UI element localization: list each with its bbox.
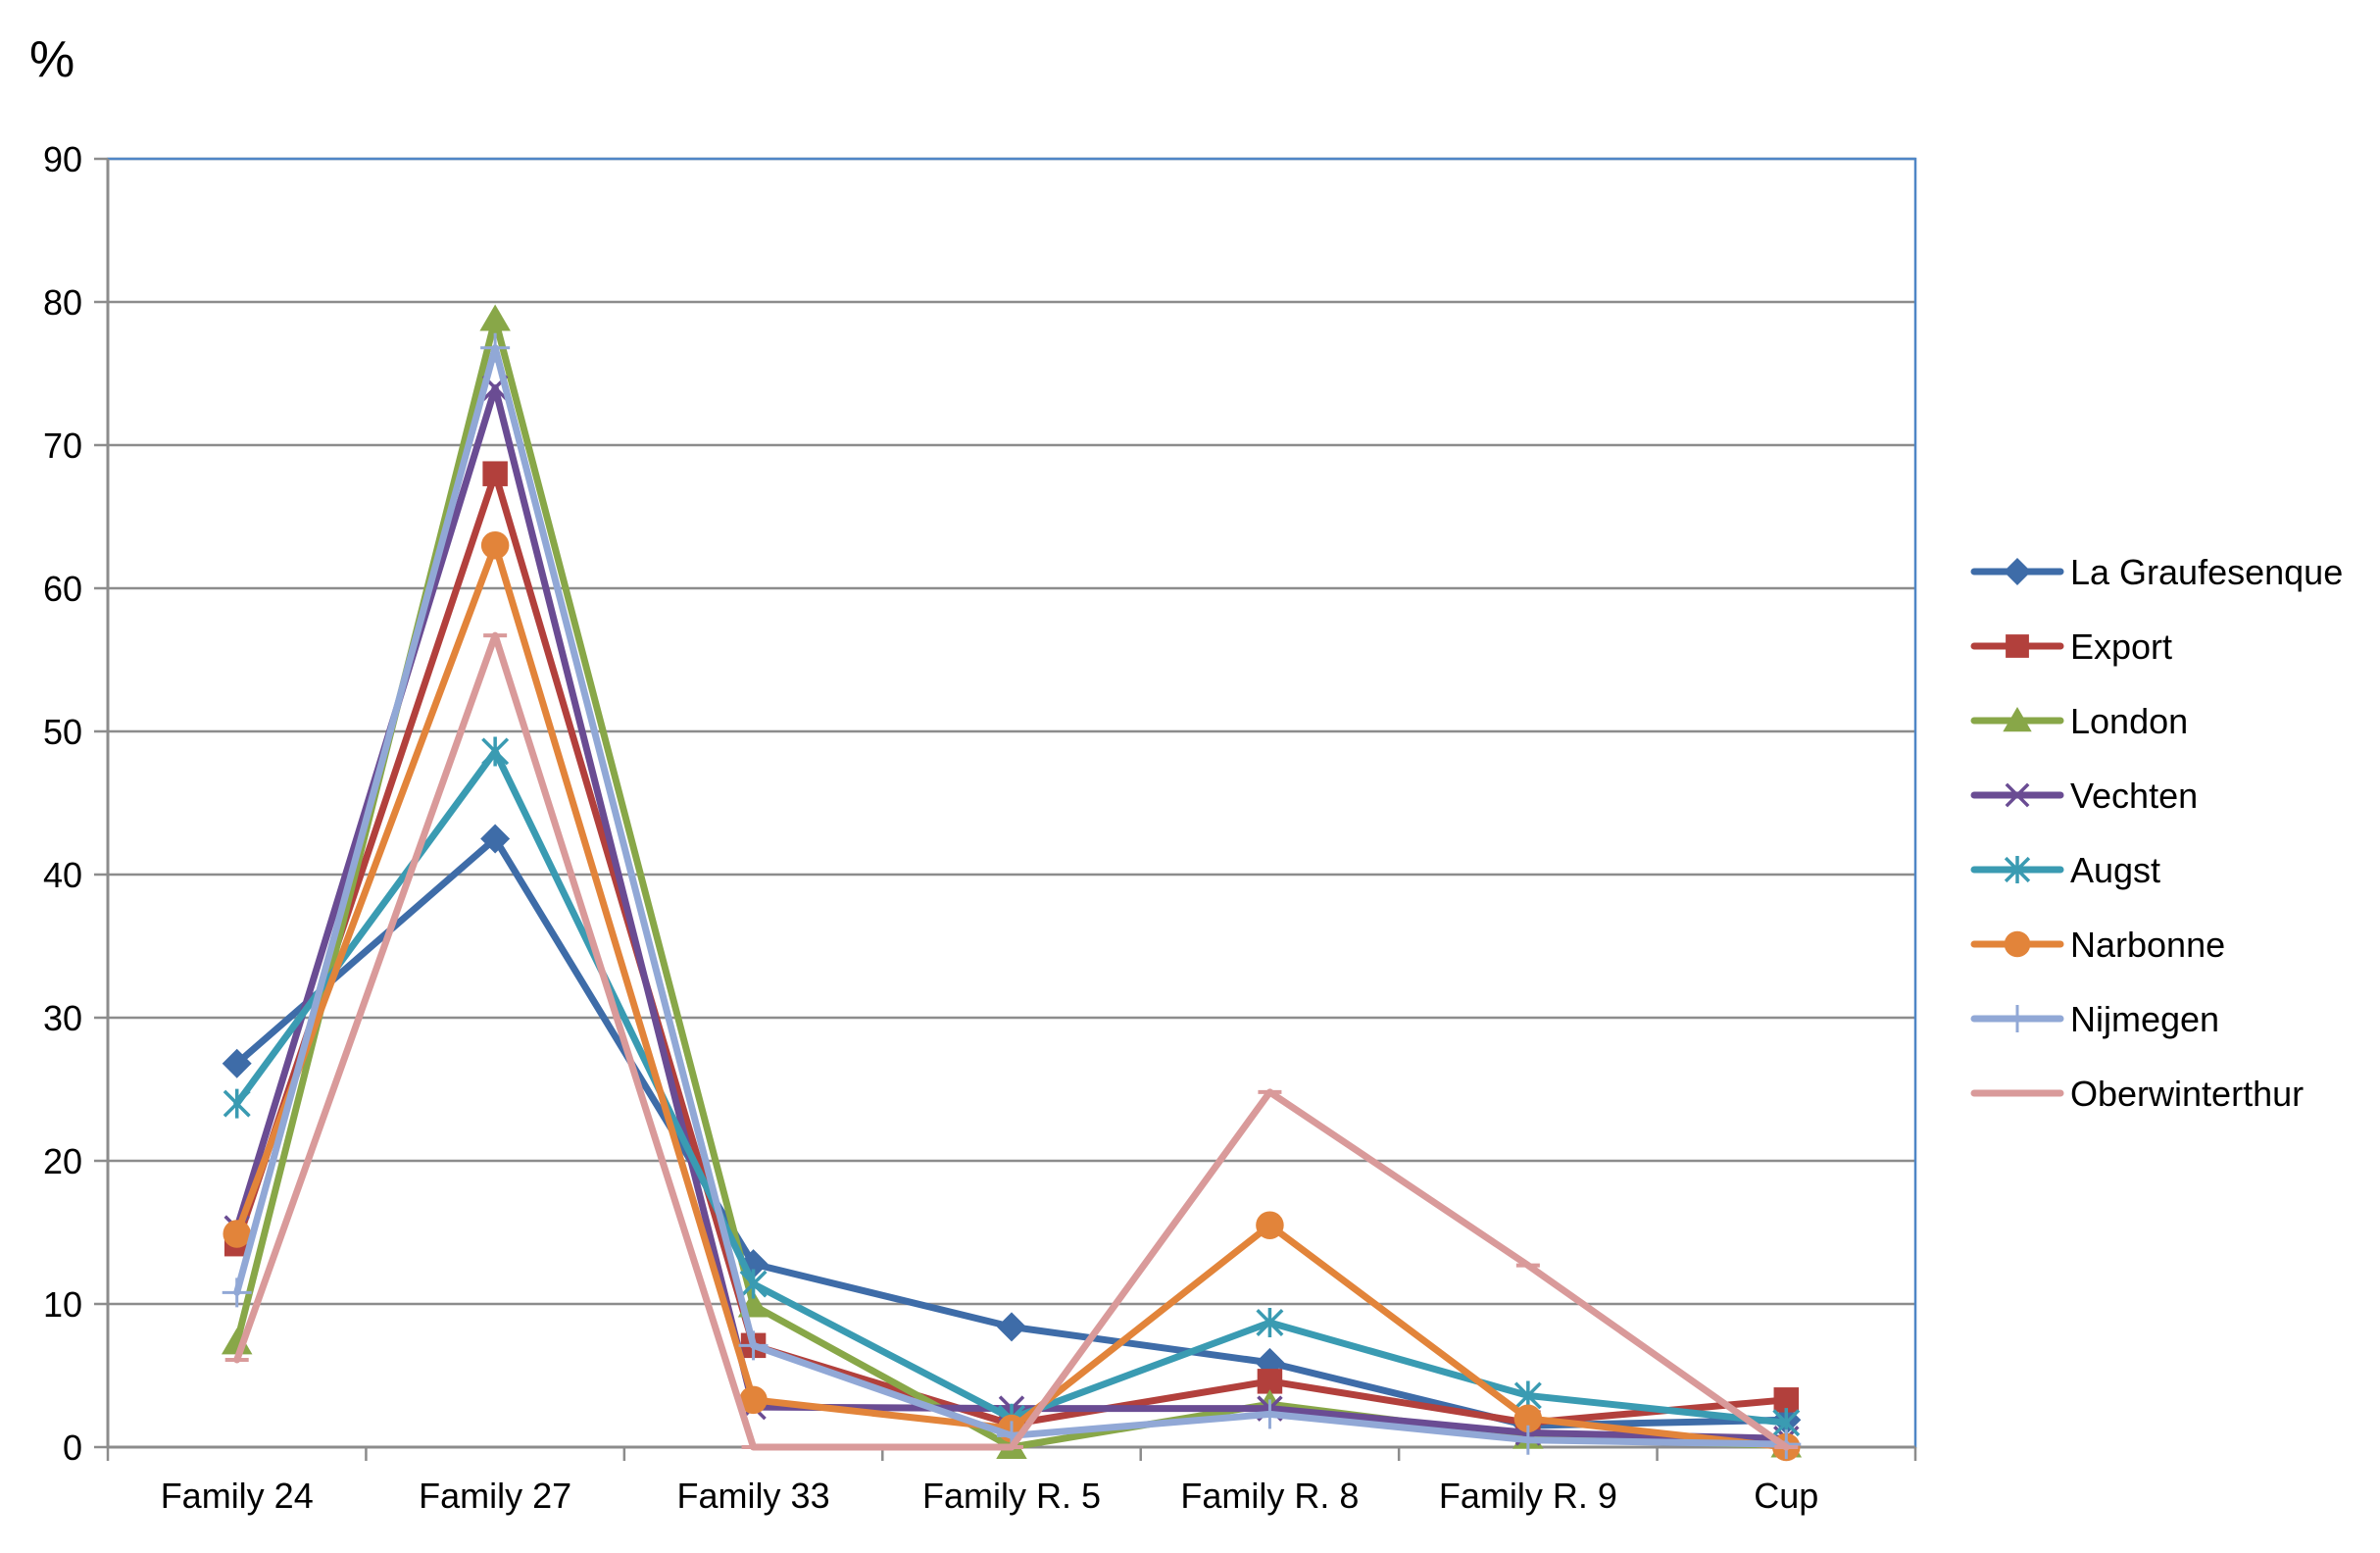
y-tick-label: 90 bbox=[43, 139, 82, 179]
y-tick-label: 70 bbox=[43, 426, 82, 466]
x-tick-label: Family R. 9 bbox=[1439, 1476, 1617, 1516]
legend-entry: Augst bbox=[1970, 850, 2160, 890]
legend-entry: London bbox=[1970, 701, 2188, 741]
data-point bbox=[739, 1385, 768, 1415]
data-point bbox=[739, 1269, 768, 1299]
y-tick-label: 80 bbox=[43, 282, 82, 323]
series-line bbox=[233, 316, 1790, 1451]
legend-swatch-marker bbox=[2004, 930, 2031, 958]
legend-entry: Export bbox=[1970, 626, 2172, 667]
plot-area bbox=[106, 157, 1917, 1449]
data-point bbox=[481, 736, 510, 767]
data-point bbox=[1255, 1399, 1285, 1429]
legend-label: Vechten bbox=[2070, 776, 2198, 816]
data-point bbox=[222, 1277, 252, 1308]
legend-entry: Vechten bbox=[1970, 776, 2198, 816]
y-tick-label: 60 bbox=[43, 569, 82, 609]
y-tick-label: 40 bbox=[43, 855, 82, 895]
y-tick-label: 10 bbox=[43, 1284, 82, 1325]
data-point bbox=[1512, 1425, 1543, 1455]
y-tick-label: 50 bbox=[43, 712, 82, 752]
data-point bbox=[480, 332, 511, 363]
series-lines bbox=[221, 304, 1803, 1462]
legend-entry: Oberwinterthur bbox=[1970, 1074, 2304, 1114]
axes: 0 10 20 30 40 50 60 70 80 90 Family 24 Family 27 Fam… bbox=[43, 139, 1917, 1516]
series-la-graufesenque bbox=[222, 824, 1802, 1441]
y-tick-label: 30 bbox=[43, 998, 82, 1038]
data-point bbox=[1256, 1307, 1284, 1337]
data-point bbox=[480, 530, 510, 560]
legend-swatch-marker bbox=[2004, 1005, 2031, 1032]
legend-entry: La Graufesenque bbox=[1970, 552, 2343, 592]
data-point bbox=[223, 1220, 251, 1248]
data-point bbox=[482, 461, 508, 486]
legend-entry: Nijmegen bbox=[1970, 999, 2219, 1039]
y-axis-unit-label: % bbox=[29, 31, 74, 88]
legend-label: Export bbox=[2070, 626, 2172, 667]
data-point bbox=[479, 304, 511, 331]
data-point bbox=[997, 1312, 1026, 1342]
legend-entry: Narbonne bbox=[1970, 925, 2225, 965]
series-oberwinterthur bbox=[224, 631, 1799, 1451]
legend-label: Nijmegen bbox=[2070, 999, 2219, 1039]
legend-swatch-marker bbox=[2006, 634, 2029, 658]
data-point bbox=[222, 1048, 252, 1078]
x-tick-label: Family R. 8 bbox=[1180, 1476, 1359, 1516]
x-tick-label: Family 27 bbox=[419, 1476, 571, 1516]
x-tick-label: Family R. 5 bbox=[922, 1476, 1101, 1516]
x-tick-label: Family 24 bbox=[161, 1476, 314, 1516]
data-point bbox=[738, 1330, 769, 1361]
y-tick-label: 20 bbox=[43, 1141, 82, 1181]
data-point bbox=[223, 1088, 251, 1119]
gridlines bbox=[108, 157, 1915, 1306]
x-tick-label: Cup bbox=[1754, 1476, 1818, 1516]
legend-swatch-marker bbox=[2003, 707, 2032, 732]
legend-label: Narbonne bbox=[2070, 925, 2225, 965]
data-point bbox=[480, 824, 511, 854]
legend-label: London bbox=[2070, 701, 2188, 741]
legend-swatch-marker bbox=[2004, 558, 2031, 585]
legend: La Graufesenque Export London Vechten Augst N… bbox=[1970, 552, 2343, 1114]
legend-label: Oberwinterthur bbox=[2070, 1074, 2304, 1114]
data-point bbox=[1513, 1404, 1543, 1433]
x-tick-label: Family 33 bbox=[677, 1476, 830, 1516]
legend-swatch-marker bbox=[2004, 856, 2031, 883]
series-line bbox=[233, 541, 1790, 1451]
legend-label: Augst bbox=[2070, 850, 2160, 890]
data-point bbox=[1256, 1211, 1284, 1239]
y-tick-label: 0 bbox=[63, 1428, 82, 1468]
legend-swatch-marker bbox=[2005, 782, 2030, 808]
legend-label: La Graufesenque bbox=[2070, 552, 2343, 592]
